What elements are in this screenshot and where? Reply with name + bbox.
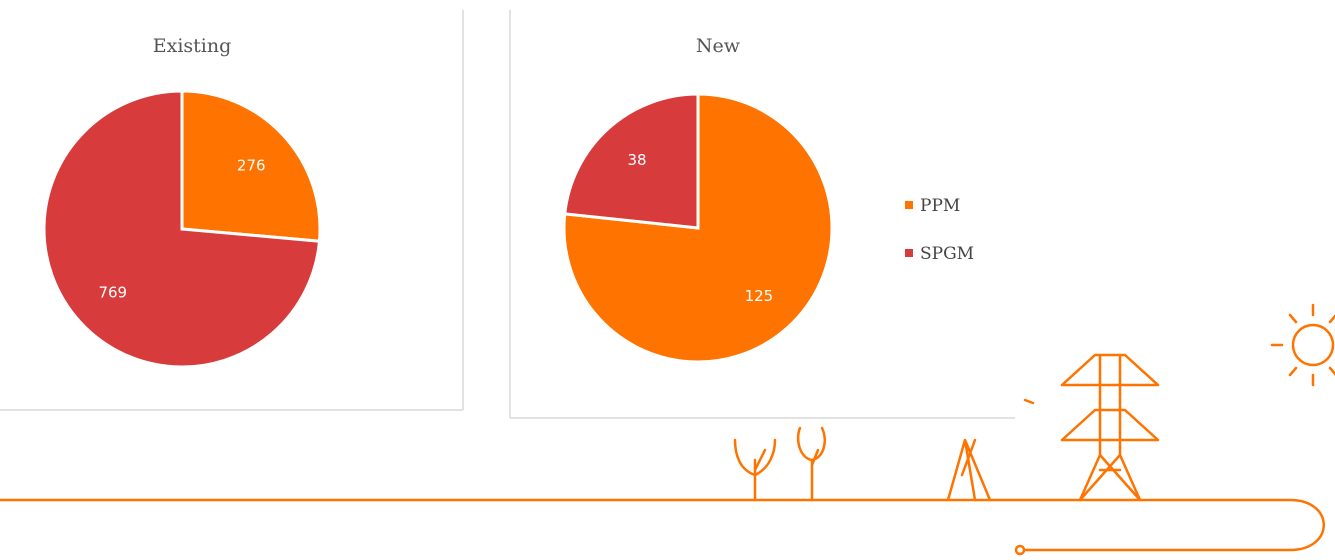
slice-label: 276	[237, 157, 266, 175]
legend-label: SPGM	[920, 244, 974, 264]
legend-swatch	[905, 201, 913, 209]
slice-label: 38	[628, 151, 647, 169]
legend-swatch	[905, 249, 913, 257]
page: Existing 276 769 New 125 38 PPM SPGM	[0, 0, 1335, 560]
slice-label: 125	[745, 287, 774, 305]
slice-label: 769	[98, 283, 127, 301]
chart-title: Existing	[153, 35, 232, 57]
chart-title: New	[696, 35, 741, 57]
legend-label: PPM	[920, 196, 960, 216]
